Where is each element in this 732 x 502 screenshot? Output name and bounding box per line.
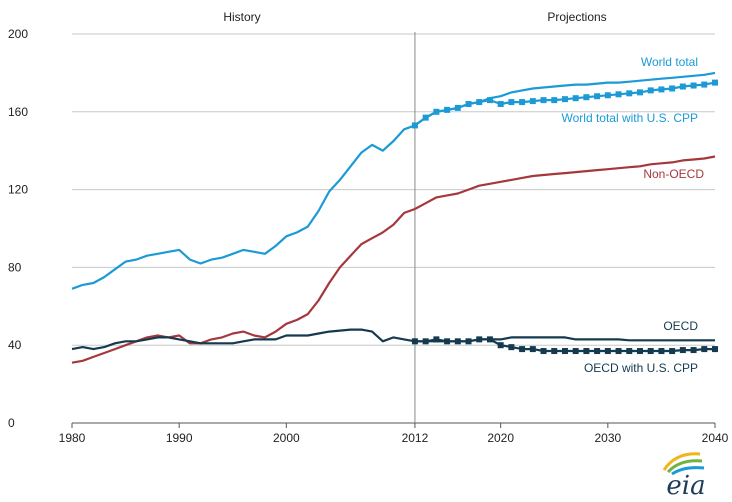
series-lines <box>71 71 718 364</box>
y-tick-label-40: 40 <box>8 338 22 352</box>
y-tick-label-0: 0 <box>8 416 15 430</box>
series-line-oecd <box>71 328 715 351</box>
x-tick-label-2020: 2020 <box>487 431 514 445</box>
marker-world-total-with-u-s-cpp-2030 <box>604 92 611 99</box>
marker-world-total-with-u-s-cpp-2018 <box>476 99 483 106</box>
y-tick-label-120: 120 <box>8 183 28 197</box>
series-label-world-total-with-u-s-cpp: World total with U.S. CPP <box>562 111 699 125</box>
marker-world-total-with-u-s-cpp-2020 <box>497 101 504 108</box>
marker-world-total-with-u-s-cpp-2040 <box>712 79 718 86</box>
marker-oecd-with-u-s-cpp-2030 <box>604 348 611 355</box>
series-line-non-oecd <box>71 155 716 364</box>
x-tick-label-2030: 2030 <box>594 431 621 445</box>
marker-world-total-with-u-s-cpp-2012 <box>411 122 418 129</box>
marker-oecd-with-u-s-cpp-2031 <box>615 348 622 355</box>
logo-arc-2 <box>666 459 703 474</box>
logo-arc-1 <box>662 452 701 471</box>
series-labels: World total World total with U.S. CPP Non-… <box>562 55 705 375</box>
marker-world-total-with-u-s-cpp-2022 <box>519 99 526 106</box>
marker-oecd-with-u-s-cpp-2024 <box>540 348 547 355</box>
marker-world-total-with-u-s-cpp-2039 <box>701 81 708 88</box>
marker-oecd-with-u-s-cpp-2018 <box>476 336 483 343</box>
series-label-world-total: World total <box>641 55 698 69</box>
marker-oecd-with-u-s-cpp-2020 <box>497 342 504 349</box>
marker-world-total-with-u-s-cpp-2019 <box>486 97 493 104</box>
marker-world-total-with-u-s-cpp-2038 <box>690 82 697 89</box>
marker-world-total-with-u-s-cpp-2015 <box>444 106 451 113</box>
marker-oecd-with-u-s-cpp-2017 <box>465 338 472 345</box>
marker-world-total-with-u-s-cpp-2021 <box>508 99 515 106</box>
marker-world-total-with-u-s-cpp-2023 <box>529 98 536 105</box>
logo-arc-3 <box>671 466 705 476</box>
marker-world-total-with-u-s-cpp-2014 <box>433 108 440 115</box>
x-tick-label-2040: 2040 <box>702 431 729 445</box>
marker-oecd-with-u-s-cpp-2019 <box>486 336 493 343</box>
axes: 0 40 80 120 160 200 1980 1990 2000 2012 2020 2030 20… <box>8 27 729 445</box>
marker-oecd-with-u-s-cpp-2038 <box>690 347 697 354</box>
marker-world-total-with-u-s-cpp-2027 <box>572 95 579 102</box>
marker-world-total-with-u-s-cpp-2032 <box>626 90 633 97</box>
marker-world-total-with-u-s-cpp-2024 <box>540 97 547 104</box>
x-tick-label-2000: 2000 <box>273 431 300 445</box>
series-label-non-oecd: Non-OECD <box>643 167 704 181</box>
marker-world-total-with-u-s-cpp-2025 <box>551 97 558 104</box>
marker-world-total-with-u-s-cpp-2017 <box>465 101 472 108</box>
series-label-oecd-with-u-s-cpp: OECD with U.S. CPP <box>584 361 698 375</box>
marker-oecd-with-u-s-cpp-2027 <box>572 348 579 355</box>
marker-world-total-with-u-s-cpp-2037 <box>679 83 686 90</box>
marker-world-total-with-u-s-cpp-2028 <box>583 94 590 101</box>
marker-world-total-with-u-s-cpp-2029 <box>594 93 601 100</box>
marker-world-total-with-u-s-cpp-2026 <box>561 96 568 103</box>
marker-oecd-with-u-s-cpp-2013 <box>422 338 429 345</box>
y-tick-label-200: 200 <box>8 27 28 41</box>
marker-oecd-with-u-s-cpp-2033 <box>636 348 643 355</box>
projections-header: Projections <box>547 10 606 24</box>
marker-oecd-with-u-s-cpp-2035 <box>658 348 665 355</box>
marker-oecd-with-u-s-cpp-2016 <box>454 338 461 345</box>
marker-oecd-with-u-s-cpp-2014 <box>433 336 440 343</box>
marker-oecd-with-u-s-cpp-2040 <box>712 346 718 353</box>
gridlines <box>72 33 715 346</box>
y-tick-label-80: 80 <box>8 260 22 274</box>
marker-world-total-with-u-s-cpp-2036 <box>669 85 676 92</box>
marker-oecd-with-u-s-cpp-2026 <box>561 348 568 355</box>
marker-oecd-with-u-s-cpp-2023 <box>529 346 536 353</box>
marker-world-total-with-u-s-cpp-2013 <box>422 114 429 121</box>
series-line-world-total <box>71 71 716 290</box>
marker-oecd-with-u-s-cpp-2032 <box>626 348 633 355</box>
marker-world-total-with-u-s-cpp-2033 <box>636 89 643 96</box>
marker-oecd-with-u-s-cpp-2036 <box>669 348 676 355</box>
marker-oecd-with-u-s-cpp-2037 <box>679 347 686 354</box>
marker-oecd-with-u-s-cpp-2028 <box>583 348 590 355</box>
marker-oecd-with-u-s-cpp-2022 <box>519 346 526 353</box>
marker-world-total-with-u-s-cpp-2035 <box>658 86 665 93</box>
eia-logo: eia <box>662 452 706 501</box>
marker-oecd-with-u-s-cpp-2021 <box>508 344 515 351</box>
x-tick-label-2012: 2012 <box>402 431 429 445</box>
marker-world-total-with-u-s-cpp-2034 <box>647 87 654 94</box>
x-tick-label-1990: 1990 <box>166 431 193 445</box>
marker-oecd-with-u-s-cpp-2034 <box>647 348 654 355</box>
y-tick-label-160: 160 <box>8 105 28 119</box>
series-label-oecd: OECD <box>663 319 698 333</box>
marker-oecd-with-u-s-cpp-2029 <box>594 348 601 355</box>
marker-world-total-with-u-s-cpp-2031 <box>615 91 622 98</box>
marker-oecd-with-u-s-cpp-2039 <box>701 346 708 353</box>
marker-world-total-with-u-s-cpp-2016 <box>454 104 461 111</box>
marker-oecd-with-u-s-cpp-2012 <box>411 338 418 345</box>
logo-text: eia <box>666 471 705 501</box>
x-tick-label-1980: 1980 <box>59 431 86 445</box>
marker-oecd-with-u-s-cpp-2015 <box>444 338 451 345</box>
marker-oecd-with-u-s-cpp-2025 <box>551 348 558 355</box>
history-header: History <box>223 10 260 24</box>
